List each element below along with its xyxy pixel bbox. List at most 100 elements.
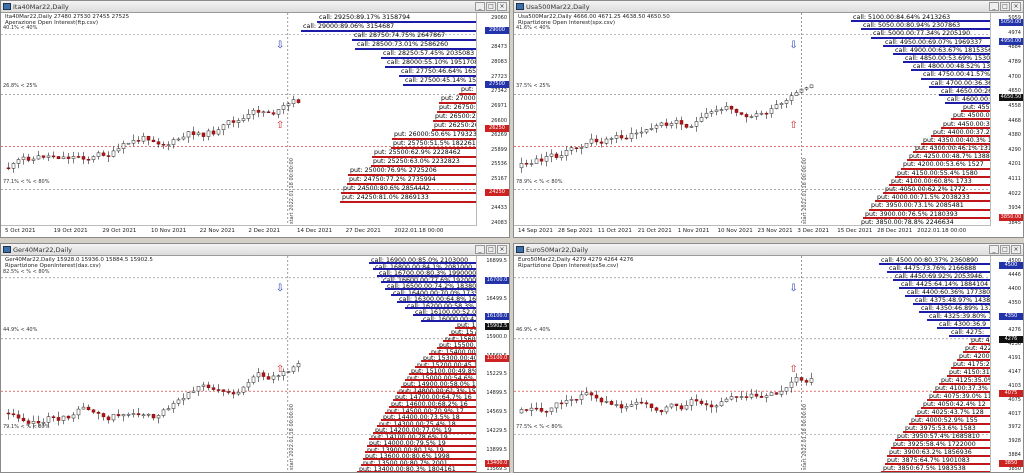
price-axis[interactable]: 2906028864284732808327723273422697126600… — [476, 13, 509, 226]
put-oi-bar: put: 24250:81.0% 2869133 — [340, 194, 477, 203]
time-tick-label: 3 Dec 2021 — [797, 228, 829, 234]
chart-plot-area[interactable]: Ita40Mar22,Daily 27480 27530 27455 27525… — [1, 13, 509, 237]
put-oi-bar: put: 25250:63.0% 2232823 — [371, 158, 477, 167]
level-percent-label: 44.9% < 40% — [3, 327, 38, 334]
call-wall-arrow-icon: ⇩ — [789, 39, 798, 51]
close-button[interactable]: × — [497, 2, 507, 11]
candle-body — [131, 140, 136, 144]
candle-body — [146, 136, 151, 141]
close-button[interactable]: × — [497, 245, 507, 254]
candle-body — [569, 399, 574, 401]
window-titlebar[interactable]: Ita40Mar22,Daily _ □ × — [1, 1, 509, 13]
start-date-label: start 2022.01.18 00:00:00 — [802, 404, 809, 470]
put-oi-bar: put: 3900:63.2% 1856936 — [887, 449, 991, 457]
candle-body — [594, 394, 599, 399]
candle-body — [176, 399, 181, 404]
put-oi-bar: put: 26000:50.6% 1793237 — [392, 131, 477, 140]
put-oi-bar: put: 27 — [459, 86, 477, 95]
price-axis[interactable]: 16899.516700.016499.516229.515900.015569… — [476, 256, 509, 472]
maximize-button[interactable]: □ — [486, 2, 496, 11]
candle-body — [559, 155, 564, 158]
symbol-ohlc-info: Ita40Mar22,Daily 27480 27530 27455 27525 — [5, 14, 130, 20]
price-tick-label: 27723 — [491, 73, 507, 80]
call-oi-bar: call: 16500.00:74.2% 1838000 — [385, 283, 477, 290]
candle-body — [296, 99, 301, 103]
price-level-tag: 4075 — [999, 390, 1023, 398]
price-level-tag: 4650.50 — [999, 93, 1023, 101]
candle-body — [619, 404, 624, 409]
candle-body — [629, 404, 634, 407]
candle-body — [236, 120, 241, 123]
candle-body — [519, 409, 524, 414]
time-axis[interactable]: 14 Sep 2021 28 Sep 2021 11 Oct 2021 21 Oct … — [514, 225, 991, 237]
price-tick-label: 25899 — [491, 146, 507, 153]
chart-window-usa[interactable]: Usa500Mar22,Daily _ □ × Usa500Mar22,Daily 46… — [513, 0, 1024, 238]
put-oi-bar: put: 4150:31.5 — [947, 369, 991, 377]
time-tick-label: 21 Oct 2021 — [637, 228, 672, 234]
candle-body — [241, 386, 246, 393]
chart-window-ita[interactable]: Ita40Mar22,Daily _ □ × Ita40Mar22,Daily 2748… — [0, 0, 510, 238]
put-oi-bar: put: 14300.00:75.4% 18 — [377, 421, 477, 428]
chart-window-euro[interactable]: Euro50Mar22,Daily _ □ × Euro50Mar22,Daily 42… — [513, 243, 1024, 473]
candle-body — [589, 138, 594, 144]
candle-body — [604, 401, 609, 403]
put-oi-bar: put: 4100.00:60.8% 1733 — [889, 178, 991, 187]
window-titlebar[interactable]: Ger40Mar22,Daily _ □ × — [1, 244, 509, 256]
maximize-button[interactable]: □ — [1000, 2, 1010, 11]
candle-body — [649, 403, 654, 409]
candle-body — [201, 132, 206, 137]
put-oi-bar: put: 3950.00:73.1% 2085481 — [869, 202, 991, 211]
chart-window-ger[interactable]: Ger40Mar22,Daily _ □ × Ger40Mar22,Daily 1592… — [0, 243, 510, 473]
maximize-button[interactable]: □ — [1000, 245, 1010, 254]
put-oi-bar: put: 4050.00:62.2% 1772 — [883, 186, 991, 195]
candle-body — [211, 387, 216, 390]
minimize-button[interactable]: _ — [475, 245, 485, 254]
symbol-ohlc-info: Euro50Mar22,Daily 4279 4279 4264 4276 — [518, 257, 634, 263]
candle-body — [729, 105, 734, 110]
price-axis[interactable]: 4500444644004350432142764236419141474103… — [990, 256, 1023, 472]
time-axis[interactable]: 5 Oct 2021 19 Oct 2021 29 Oct 2021 10 Nov 2… — [1, 225, 477, 237]
close-button[interactable]: × — [1011, 245, 1021, 254]
candle-body — [11, 413, 16, 416]
time-tick-label: 29 Oct 2021 — [102, 228, 137, 234]
put-oi-bar: put: 4025:43.7% 128 — [915, 409, 991, 417]
time-tick-label: 23 Nov 2021 — [757, 228, 793, 234]
candle-body — [744, 396, 749, 398]
call-oi-bar: call: 5000.00:77.34% 2205190 — [871, 30, 991, 39]
put-oi-bar: put: 4125:35.0% 1 — [939, 377, 991, 385]
candle-body — [759, 396, 764, 398]
candle-body — [266, 111, 271, 114]
window-titlebar[interactable]: Usa500Mar22,Daily _ □ × — [514, 1, 1023, 13]
price-level-tag: 15902.5 — [485, 323, 509, 331]
time-tick-label: 22 Nov 2021 — [199, 228, 235, 234]
candle-body — [111, 150, 116, 157]
candle-body — [704, 112, 709, 118]
price-tick-label: 13899.5 — [486, 447, 507, 454]
candle-body — [744, 114, 749, 118]
price-tick-label: 15900.0 — [486, 333, 507, 340]
minimize-button[interactable]: _ — [475, 2, 485, 11]
candle-body — [201, 384, 206, 387]
chart-plot-area[interactable]: Ger40Mar22,Daily 15928.0 15936.0 15884.5… — [1, 256, 509, 472]
chart-plot-area[interactable]: Euro50Mar22,Daily 4279 4279 4264 4276 Rip… — [514, 256, 1023, 472]
close-button[interactable]: × — [1011, 2, 1021, 11]
candle-body — [724, 105, 729, 110]
price-tick-label: 13569.5 — [486, 466, 507, 472]
put-oi-bar: put: 26500:26.3% — [433, 113, 477, 122]
call-oi-bar: call: 4400:60.36% 1773805 — [905, 289, 991, 297]
candle-body — [181, 397, 186, 401]
put-oi-bar: put: 13400.00:80.3% 1804161 — [357, 466, 477, 472]
candle-body — [539, 158, 544, 162]
candle-body — [186, 392, 191, 399]
window-titlebar[interactable]: Euro50Mar22,Daily _ □ × — [514, 244, 1023, 256]
price-tick-label: 3884 — [1008, 452, 1021, 459]
minimize-button[interactable]: _ — [989, 2, 999, 11]
put-oi-bar: put: 15200.00:45.1% 1 — [415, 362, 477, 369]
maximize-button[interactable]: □ — [486, 245, 496, 254]
chart-plot-area[interactable]: Usa500Mar22,Daily 4666.00 4671.25 4638.5… — [514, 13, 1023, 237]
price-axis[interactable]: 5059 4974 4884 4789 4700 4650 4558 4468 4380 4290… — [990, 13, 1023, 226]
price-level-tag: 24250 — [485, 188, 509, 196]
candle-body — [669, 403, 674, 408]
put-oi-bar: put: 13900.00:80.1% 19 — [365, 447, 477, 454]
minimize-button[interactable]: _ — [989, 245, 999, 254]
